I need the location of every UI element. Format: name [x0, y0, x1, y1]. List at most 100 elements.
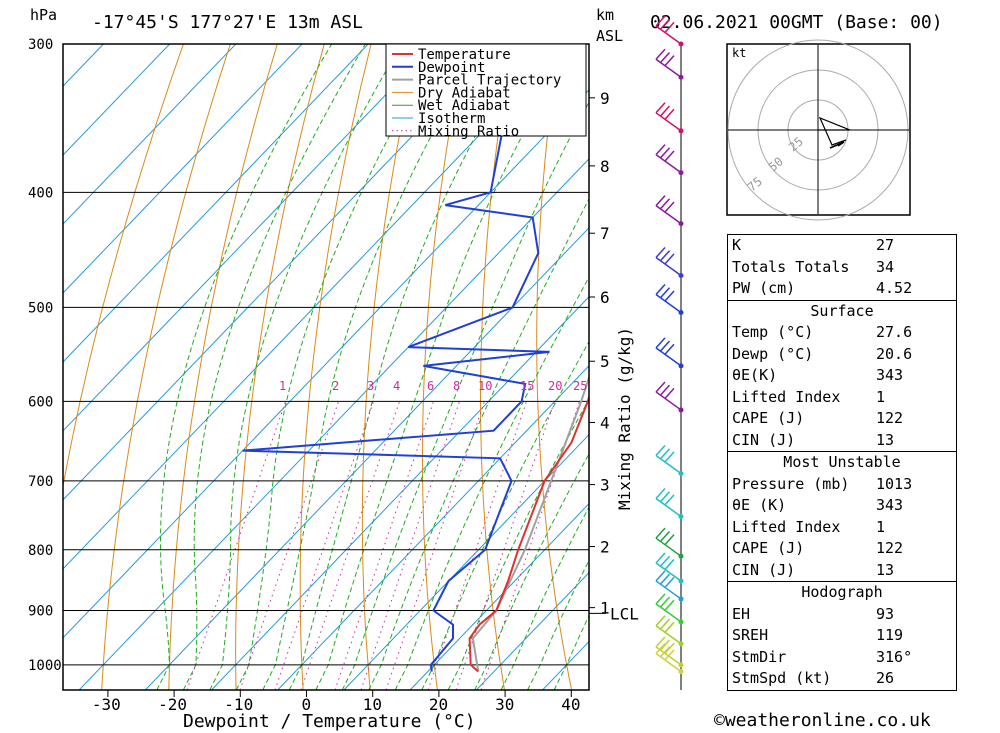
- wind-barb-flag: [655, 195, 666, 207]
- wind-barb-flag: [664, 55, 675, 67]
- dry-adiabat-line: [101, 44, 231, 690]
- hodograph-table-title: Hodograph: [728, 581, 956, 604]
- wind-barb-shaft: [655, 537, 682, 557]
- wind-barb-shaft: [655, 580, 682, 600]
- wet-adiabat-line: [341, 101, 589, 690]
- hpa-label: hPa: [30, 6, 57, 24]
- km-axis: 1 2 3 4 5 6 7 8 9 LCL: [589, 89, 639, 623]
- wind-barb-shaft: [655, 112, 682, 132]
- mixing-ratio-label: 2: [332, 379, 339, 393]
- background-lines: [0, 44, 1000, 690]
- dry-adiabat-line: [361, 44, 419, 690]
- isotherm-line: [63, 44, 568, 570]
- wind-barb-flag: [659, 384, 671, 396]
- wind-barb-flag: [664, 150, 675, 162]
- wind-barb-flag: [655, 615, 666, 627]
- mixing-ratio-line: [334, 399, 435, 690]
- km-tick-label: 8: [600, 157, 610, 176]
- dewpoint-line: [242, 44, 550, 672]
- wind-barb-flag: [655, 593, 666, 605]
- wind-barb-flag: [664, 576, 675, 588]
- wind-barb-flag: [664, 108, 675, 120]
- wet-adiabat-line: [262, 44, 484, 690]
- dry-adiabat-line: [536, 44, 573, 690]
- wind-barb-flag: [655, 247, 666, 259]
- x-tick-label: -10: [224, 695, 253, 714]
- pressure-tick-label: 800: [28, 543, 53, 559]
- x-tick-label: 40: [561, 695, 580, 714]
- hodograph-row: StmSpd (kt) 26: [732, 669, 895, 687]
- dry-adiabat-line: [981, 44, 1000, 690]
- km-tick-label: 6: [600, 288, 610, 307]
- plot-frame: [62, 43, 590, 691]
- most-unstable-row: Lifted Index 1: [732, 517, 886, 536]
- most-unstable-title: Most Unstable: [728, 451, 956, 474]
- most-unstable-row: Pressure (mb) 1013: [732, 474, 913, 493]
- isotherm-line: [78, 158, 589, 690]
- wind-barb-flag: [655, 48, 666, 60]
- km-tick-label: 1: [600, 599, 610, 618]
- x-axis: -30 -20 -10 0 10 20 30 40: [92, 690, 581, 714]
- legend-label: Mixing Ratio: [418, 124, 519, 140]
- wet-adiabat-line: [553, 614, 589, 690]
- wind-barb-shaft: [655, 256, 682, 277]
- wind-barb-flag: [655, 527, 666, 539]
- wet-adiabat-line: [315, 44, 574, 690]
- wind-barb-shaft: [655, 391, 682, 411]
- surface-row: Dewp (°C) 20.6: [732, 344, 913, 363]
- wind-barb-shaft: [655, 204, 682, 225]
- isotherm-line: [475, 571, 589, 690]
- mixing-ratio-label: 3: [367, 379, 374, 393]
- wind-barb-flag: [664, 494, 675, 506]
- km-label: km: [596, 6, 614, 24]
- wind-barb-flag: [664, 290, 675, 302]
- mixing-ratio-label: 25: [573, 379, 587, 393]
- wind-barb-shaft: [655, 562, 682, 582]
- wind-barb-flag: [664, 201, 675, 213]
- asl-label: ASL: [596, 27, 623, 45]
- wind-barb-flag: [655, 337, 666, 349]
- isotherm-line: [0, 44, 37, 690]
- pressure-tick-label: 600: [28, 394, 53, 410]
- wind-barb-shaft: [655, 58, 682, 78]
- storm-motion-arrow: [829, 141, 845, 149]
- wind-barb-flag: [655, 144, 666, 156]
- x-tick-label: 30: [495, 695, 514, 714]
- mixing-ratio-label: 1: [279, 379, 286, 393]
- mixing-ratio-labels: 1 2 3 4 6 8 10 15 20 25: [279, 379, 587, 393]
- km-tick-label: 7: [600, 224, 610, 243]
- wind-barb-flag: [664, 451, 675, 463]
- legend-label: Parcel Trajectory: [418, 73, 561, 89]
- km-tick-label: 9: [600, 89, 610, 108]
- credit-link[interactable]: ©weatheronline.co.uk: [714, 710, 931, 731]
- hodograph-unit: kt: [732, 46, 746, 60]
- wind-barb-flag: [659, 596, 671, 608]
- isotherm-line: [211, 296, 589, 690]
- km-tick-label: 3: [600, 476, 610, 495]
- datetime-title: 02.06.2021 00GMT (Base: 00): [650, 12, 943, 33]
- mixing-ratio-label: 6: [427, 379, 434, 393]
- pressure-tick-label: 1000: [28, 658, 62, 674]
- mixing-ratio-label: 10: [478, 379, 492, 393]
- index-row: K 27: [732, 236, 895, 254]
- wind-barb-flag: [659, 530, 671, 542]
- wind-barb-shaft: [655, 25, 682, 45]
- x-tick-label: 20: [429, 695, 448, 714]
- wind-barb-flag: [655, 552, 666, 564]
- wind-barb-flag: [664, 387, 675, 399]
- mixing-ratio-label: 15: [520, 379, 534, 393]
- isotherm-line: [63, 44, 303, 294]
- pressure-tick-label: 500: [28, 300, 53, 316]
- wind-barb-flag: [659, 250, 671, 262]
- wind-barb-flag: [655, 487, 666, 499]
- wet-adiabat-line: [527, 559, 589, 690]
- wind-barb-flag: [664, 21, 675, 33]
- isotherm-line: [144, 227, 589, 690]
- dry-adiabat-line: [168, 44, 278, 690]
- dry-adiabat-line: [421, 44, 466, 690]
- wind-barb-flag: [655, 284, 666, 296]
- wind-barb-flag: [659, 573, 671, 585]
- location-title: -17°45'S 177°27'E 13m ASL: [92, 12, 363, 33]
- temperature-line: [468, 393, 589, 673]
